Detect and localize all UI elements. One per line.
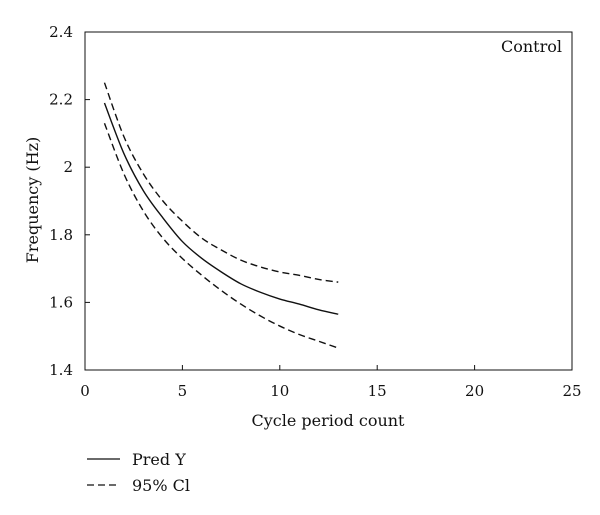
y-tick-label: 1.4 <box>49 361 73 379</box>
y-axis: 1.4 1.6 1.8 2 2.2 2.4 <box>49 23 90 379</box>
y-tick-label: 2.4 <box>49 23 73 41</box>
chart-annotation: Control <box>501 37 562 56</box>
x-tick-label: 20 <box>465 382 484 400</box>
95-ci-lower-line <box>103 123 339 349</box>
y-tick-label: 1.8 <box>49 226 73 244</box>
series-layer <box>103 82 339 349</box>
y-tick-label: 2.2 <box>49 91 73 109</box>
x-tick-label: 15 <box>368 382 387 400</box>
x-tick-label: 25 <box>562 382 581 400</box>
95-ci-upper-line <box>103 82 339 283</box>
plot-frame <box>84 31 573 371</box>
pred-y-line <box>103 102 339 315</box>
legend: Pred Y 95% Cl <box>87 450 190 495</box>
x-tick-label: 10 <box>270 382 289 400</box>
x-axis: 0 5 10 15 20 25 <box>80 365 582 400</box>
legend-label-95-ci: 95% Cl <box>132 476 190 495</box>
x-axis-label: Cycle period count <box>252 411 406 430</box>
y-tick-label: 2 <box>63 158 73 176</box>
legend-label-pred-y: Pred Y <box>132 450 186 469</box>
y-tick-label: 1.6 <box>49 293 73 311</box>
x-tick-label: 0 <box>80 382 90 400</box>
y-axis-label: Frequency (Hz) <box>23 137 42 264</box>
x-tick-label: 5 <box>178 382 188 400</box>
